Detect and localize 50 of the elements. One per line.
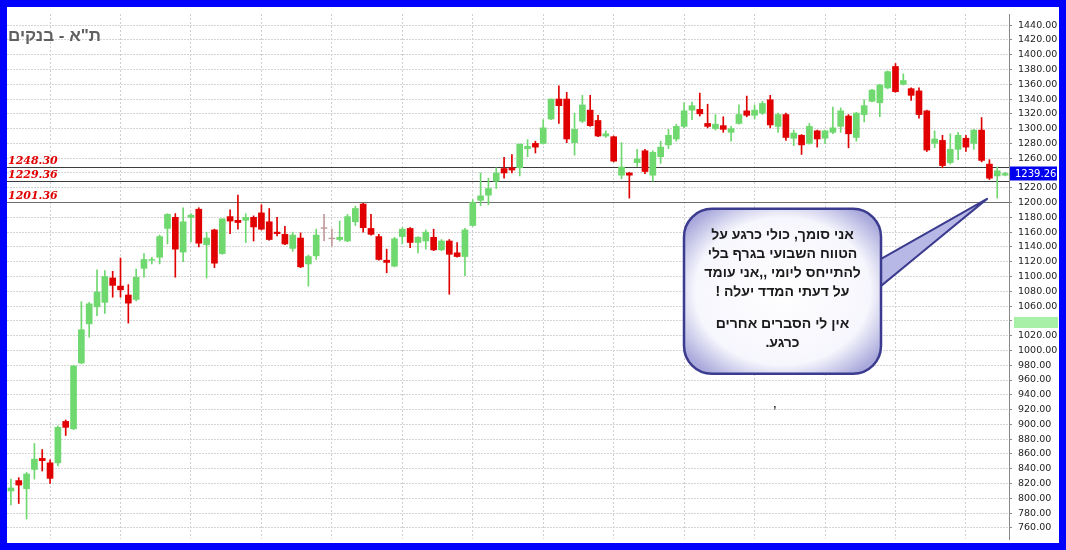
y-tick-label: 1280.00 (1018, 136, 1058, 148)
y-tick-label: 1220.00 (1018, 181, 1058, 193)
y-tick-label: 1180.00 (1018, 210, 1058, 222)
candlestick (15, 477, 23, 504)
y-tick-label: 1420.00 (1018, 33, 1058, 45)
y-tick-label: 1400.00 (1018, 48, 1058, 60)
y-tick-label: 1260.00 (1018, 151, 1058, 163)
y-tick-label: 920.00 (1018, 403, 1052, 415)
candlestick (508, 154, 516, 174)
y-tick-label: 1200.00 (1018, 196, 1058, 208)
y-tick-label: 800.00 (1018, 491, 1052, 503)
y-tick-label: 940.00 (1018, 388, 1052, 400)
ref-line-label: 1248.30 (8, 153, 59, 167)
ref-line-label: 1229.36 (8, 167, 59, 181)
text: ת"א - בנקים (8, 26, 101, 46)
y-tick-label: 820.00 (1018, 477, 1052, 489)
y-tick-label: 1300.00 (1018, 122, 1058, 134)
candlestick (743, 95, 751, 118)
ref-line-label: 1201.36 (8, 188, 59, 202)
y-tick-label: 780.00 (1018, 506, 1052, 518)
candlestick (187, 213, 195, 243)
y-tick-label: 880.00 (1018, 432, 1052, 444)
text: 1239.26 (1015, 167, 1057, 179)
y-tick-label: 1360.00 (1018, 77, 1058, 89)
y-tick-label: 1440.00 (1018, 18, 1058, 30)
y-tick-label: 1080.00 (1018, 284, 1058, 296)
annotation: אני סומך, כולי כרגע על הטווח השבועי בגרף בלי להתייחס ליומי ,,אני עומד על דעתי המדד יעלה ! (703, 224, 862, 301)
candlestick (242, 213, 250, 243)
y-tick-label: 840.00 (1018, 462, 1052, 474)
y-tick-label: 960.00 (1018, 373, 1052, 385)
candlestick (38, 449, 46, 472)
annotation: אין לי הסברים אחרים כרגע. (714, 313, 851, 352)
candlestick (234, 194, 242, 230)
annotation: ’ (773, 404, 777, 422)
y-tick-label: 1020.00 (1018, 329, 1058, 341)
y-tick-label: 860.00 (1018, 447, 1052, 459)
y-tick-label: 1340.00 (1018, 92, 1058, 104)
y-tick-label: 900.00 (1018, 417, 1052, 429)
candlestick (320, 214, 328, 242)
y-tick-label: 1060.00 (1018, 299, 1058, 311)
candlestick (696, 92, 704, 117)
y-tick-label: 1100.00 (1018, 269, 1058, 281)
y-tick-label: 1120.00 (1018, 255, 1058, 267)
y-tick-label: 1380.00 (1018, 62, 1058, 74)
y-tick-label: 1320.00 (1018, 107, 1058, 119)
y-tick-label: 760.00 (1018, 521, 1052, 533)
y-tick-label: 1140.00 (1018, 240, 1058, 252)
y-tick-label: 1000.00 (1018, 343, 1058, 355)
y-tick-label: 1160.00 (1018, 225, 1058, 237)
y-tick-label: 980.00 (1018, 358, 1052, 370)
